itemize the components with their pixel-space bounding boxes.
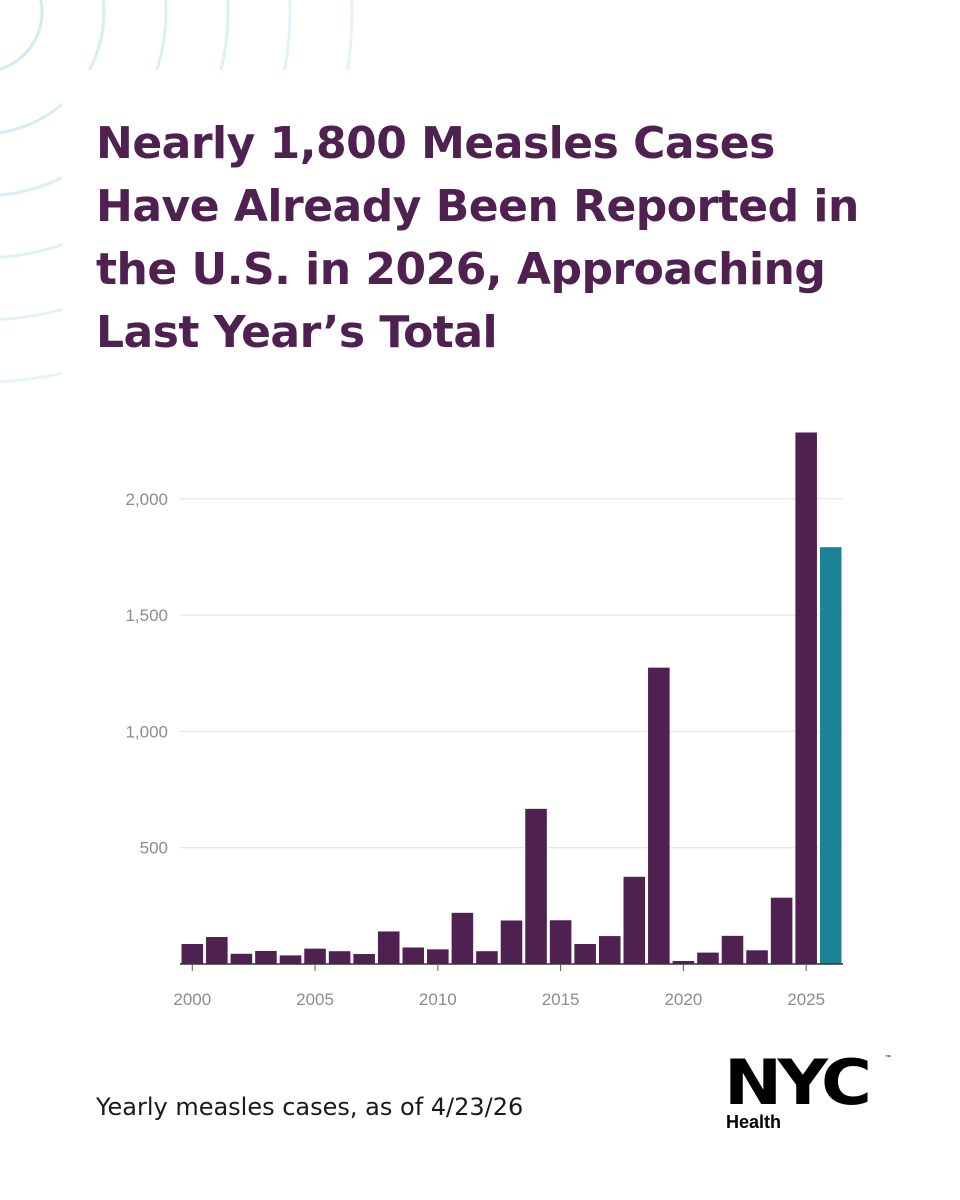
logo-trademark: ™	[885, 1055, 891, 1061]
y-tick-label: 500	[140, 839, 168, 858]
bar-2016	[574, 943, 596, 964]
bar-2020	[672, 960, 695, 964]
bar-2013	[500, 920, 523, 964]
bar-2017	[598, 936, 621, 964]
bar-2023	[746, 950, 768, 964]
bar-2014	[525, 808, 547, 964]
headline: Nearly 1,800 Measles Cases Have Already …	[96, 118, 859, 358]
x-tick-label: 2000	[173, 990, 211, 1009]
decorative-arc	[0, 0, 292, 321]
bar-2003	[255, 950, 277, 964]
bar-2019	[648, 667, 670, 964]
bar-2011	[451, 912, 474, 964]
decorative-arc	[0, 0, 230, 259]
bar-2022	[721, 935, 744, 964]
bar-2018	[623, 876, 646, 964]
bar-2025	[795, 432, 817, 964]
bar-2000	[181, 943, 204, 964]
y-tick-label: 2,000	[125, 490, 168, 509]
decorative-arc	[0, 0, 106, 135]
gridlines	[180, 498, 843, 849]
x-tick-label: 2010	[419, 990, 457, 1009]
bar-2004	[279, 955, 302, 964]
bar-2002	[230, 953, 253, 964]
y-tick-label: 1,500	[125, 606, 168, 625]
chart-caption: Yearly measles cases, as of 4/23/26	[96, 1093, 524, 1121]
bar-2001	[206, 937, 228, 964]
bar-2010	[427, 949, 449, 964]
x-tick-label: 2005	[296, 990, 334, 1009]
logo-subtitle: Health	[726, 1112, 782, 1132]
x-axis: 2000 2005 2010 2015 2020 2025	[173, 964, 825, 1009]
y-tick-label: 1,000	[125, 722, 168, 741]
decorative-arc	[0, 0, 354, 383]
logo-mark: NYC	[724, 1046, 872, 1119]
bar-2024	[770, 897, 793, 964]
bar-2008	[377, 931, 400, 964]
decorative-arc	[0, 0, 44, 71]
x-tick-label: 2025	[787, 990, 825, 1009]
bar-2005	[304, 948, 326, 964]
bar-2009	[402, 947, 425, 964]
x-tick-label: 2015	[542, 990, 580, 1009]
bar-2026	[819, 547, 842, 964]
bar-2006	[328, 951, 351, 964]
y-axis: 500 1,000 1,500 2,000	[125, 490, 168, 858]
bars	[181, 432, 842, 964]
bar-2012	[476, 951, 498, 964]
bar-2021	[697, 952, 719, 964]
bar-2015	[549, 920, 572, 964]
x-tick-label: 2020	[664, 990, 702, 1009]
nyc-health-logo: NYC Health ™	[724, 1046, 894, 1135]
arc-group	[0, 0, 354, 383]
decorative-arc	[0, 0, 168, 197]
bar-2007	[353, 953, 375, 964]
